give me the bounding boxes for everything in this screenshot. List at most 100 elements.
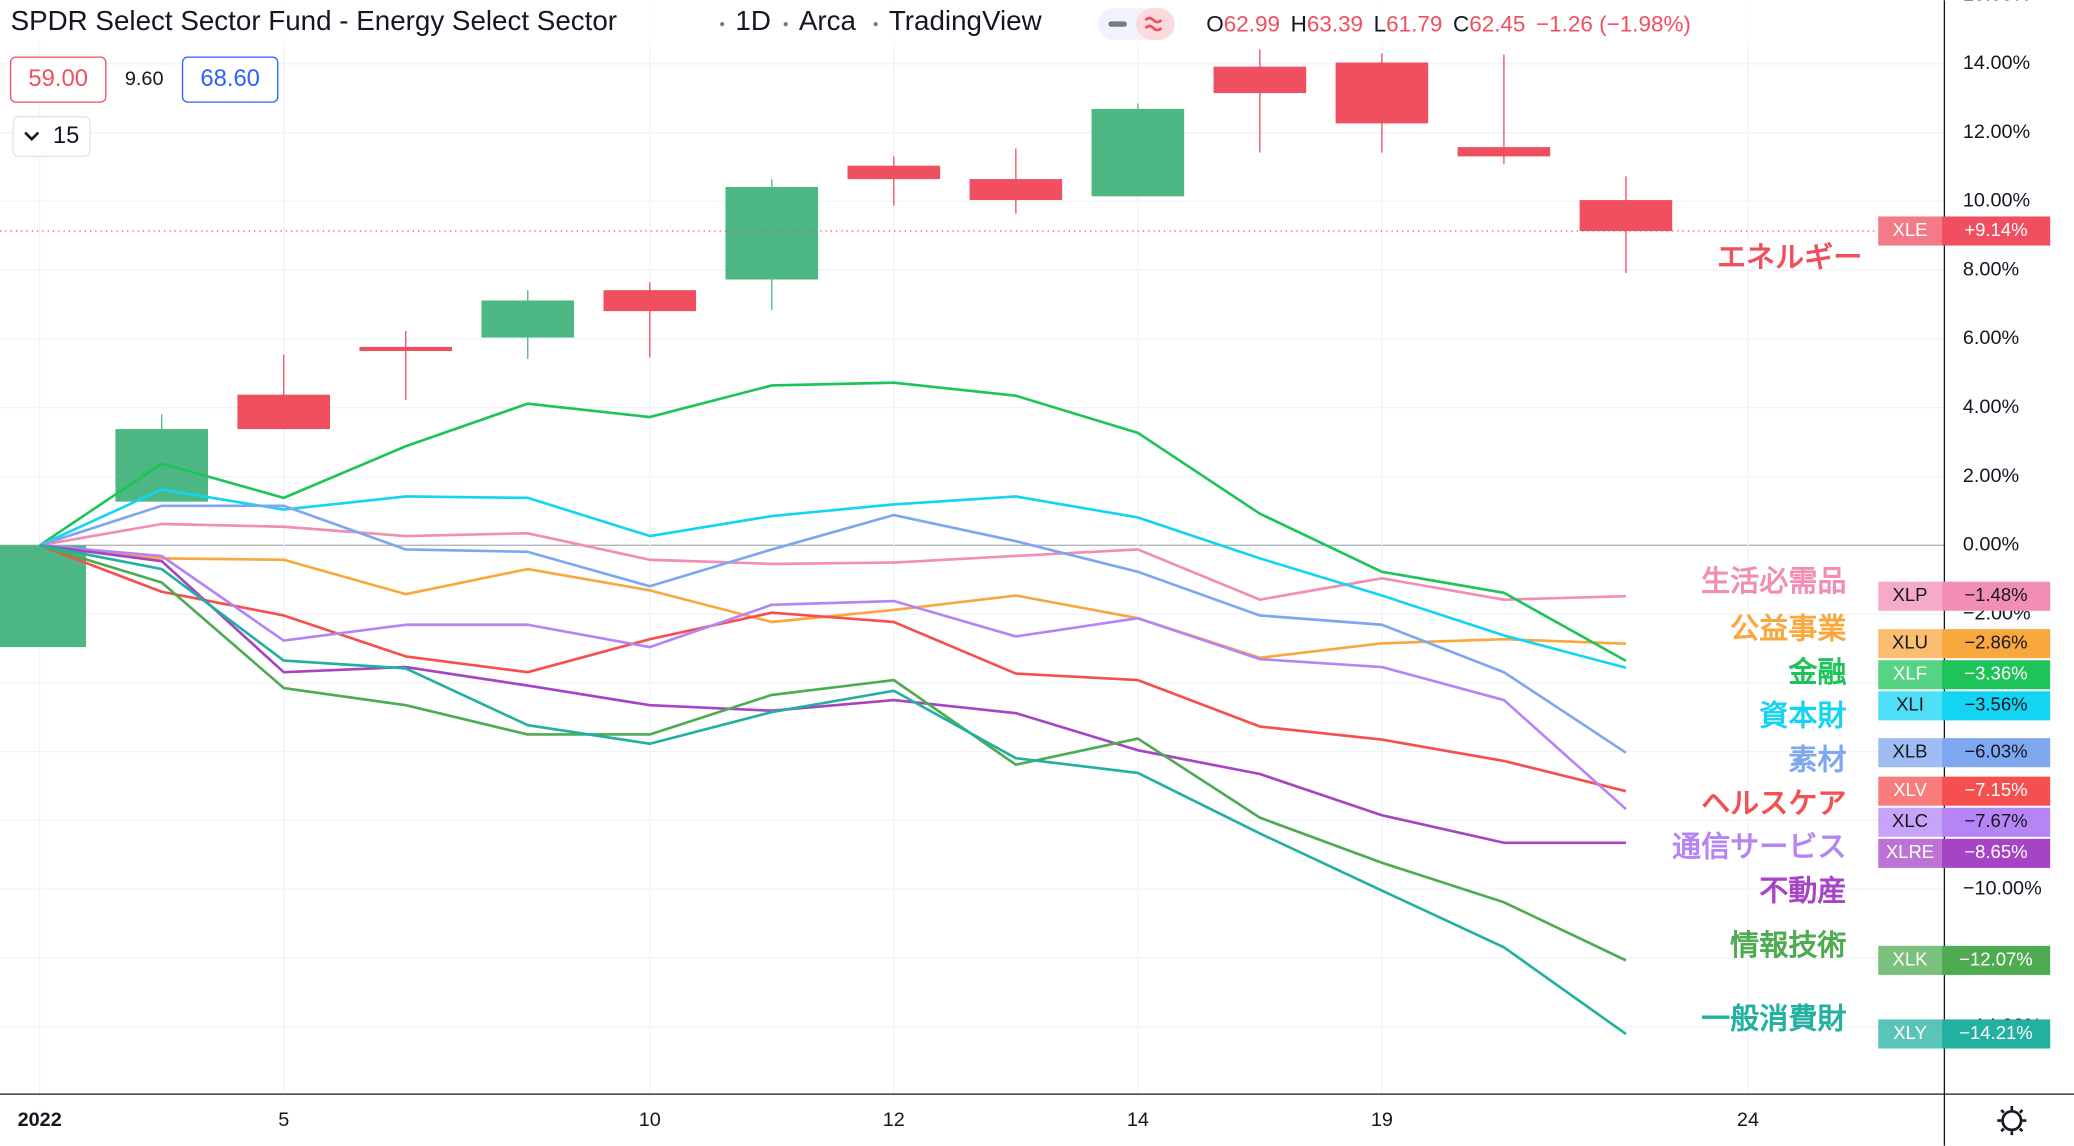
buy-button[interactable]: 68.60 bbox=[181, 56, 279, 103]
y-tick-label: 0.00% bbox=[1963, 534, 2019, 556]
x-tick-label: 2022 bbox=[18, 1109, 62, 1131]
tag-value-bg bbox=[1941, 660, 2051, 690]
price-tag: XLRE −8.65% bbox=[1878, 838, 2051, 868]
separator bbox=[720, 21, 725, 27]
tag-value: +9.14% bbox=[1964, 219, 2027, 240]
interval[interactable]: 1D bbox=[735, 5, 771, 36]
y-tick-label: 12.00% bbox=[1963, 121, 2030, 143]
buy-price[interactable]: 68.60 bbox=[200, 65, 260, 92]
tag-ticker: XLRE bbox=[1886, 841, 1934, 862]
x-tick-label: 10 bbox=[639, 1109, 661, 1131]
y-tick-label: 10.00% bbox=[1963, 190, 2030, 212]
candle-body bbox=[237, 394, 331, 430]
tag-value: −7.67% bbox=[1964, 810, 2027, 831]
tag-ticker-bg bbox=[1878, 945, 1942, 975]
series-line bbox=[39, 544, 1627, 793]
price-tag: XLB −6.03% bbox=[1878, 738, 2051, 768]
tag-ticker: XLU bbox=[1892, 632, 1928, 653]
exchange: Arca bbox=[799, 5, 857, 36]
candle-body bbox=[359, 346, 453, 352]
ohlc-value: 62.45 bbox=[1469, 11, 1525, 36]
price-tag: XLP −1.48% bbox=[1878, 581, 2051, 611]
tag-ticker: XLC bbox=[1892, 810, 1928, 831]
series-line bbox=[39, 488, 1627, 670]
sector-label: 不動産 bbox=[1759, 873, 1846, 907]
series-line bbox=[39, 544, 1627, 1036]
tag-value: −3.36% bbox=[1964, 663, 2027, 684]
tag-value-bg bbox=[1941, 581, 2051, 611]
symbol-title[interactable]: SPDR Select Sector Fund - Energy Select … bbox=[11, 5, 617, 36]
candle-body bbox=[481, 300, 575, 338]
tag-value: −8.65% bbox=[1964, 841, 2027, 862]
ohlc-value: 61.79 bbox=[1386, 11, 1442, 36]
indicators-count[interactable]: 15 bbox=[53, 122, 79, 149]
candle-body bbox=[1457, 147, 1551, 157]
sell-button[interactable]: 59.00 bbox=[9, 56, 107, 103]
ohlc-value: 62.99 bbox=[1224, 11, 1280, 36]
tag-ticker: XLE bbox=[1893, 219, 1928, 240]
grid bbox=[0, 0, 1945, 1095]
ohlc-key: O bbox=[1206, 11, 1223, 36]
price-tag: XLY −14.21% bbox=[1878, 1019, 2051, 1049]
labels: XLE +9.14% エネルギー XLP −1.48% 生活必需品 XLU −2.86% 公益事… bbox=[1672, 216, 2051, 1049]
x-tick-label: 24 bbox=[1737, 1109, 1759, 1131]
spread: 9.60 bbox=[125, 68, 164, 90]
x-tick-label: 12 bbox=[883, 1109, 905, 1131]
sector-label: 金融 bbox=[1787, 655, 1846, 689]
tag-value-bg bbox=[1941, 807, 2051, 837]
separator bbox=[873, 21, 878, 27]
tag-ticker-bg bbox=[1878, 807, 1942, 837]
sector-label: 公益事業 bbox=[1730, 611, 1847, 645]
indicators-toggle[interactable]: 15 bbox=[12, 116, 91, 158]
sector-label: エネルギー bbox=[1717, 240, 1862, 274]
candle-body bbox=[603, 290, 697, 312]
tag-value-bg bbox=[1941, 216, 2051, 246]
tag-ticker-bg bbox=[1878, 216, 1942, 246]
candle-body bbox=[1091, 108, 1185, 197]
series-line bbox=[39, 543, 1627, 811]
candle-body bbox=[969, 179, 1063, 201]
tag-ticker: XLF bbox=[1893, 663, 1927, 684]
plot bbox=[0, 49, 1879, 1036]
tag-ticker-bg bbox=[1878, 660, 1942, 690]
series-line bbox=[39, 522, 1626, 601]
y-tick-label: 6.00% bbox=[1963, 327, 2019, 349]
price-tag: XLU −2.86% bbox=[1878, 629, 2051, 659]
series-line bbox=[39, 544, 1626, 660]
y-tick-label: 14.00% bbox=[1963, 52, 2030, 74]
tag-ticker: XLB bbox=[1893, 741, 1928, 762]
tag-ticker: XLK bbox=[1893, 948, 1929, 969]
tag-value-bg bbox=[1941, 945, 2051, 975]
tag-value-bg bbox=[1941, 838, 2051, 868]
ohlc-values: O62.99 H63.39 L61.79 C62.45 −1.26 (−1.98%) bbox=[1206, 11, 1691, 36]
sector-label: 通信サービス bbox=[1672, 830, 1846, 864]
candle-body bbox=[1335, 62, 1429, 124]
source: TradingView bbox=[889, 5, 1043, 36]
tag-ticker-bg bbox=[1878, 1019, 1942, 1049]
tag-ticker-bg bbox=[1878, 691, 1942, 721]
settings-icon[interactable] bbox=[1997, 1106, 2027, 1136]
change: −1.26 (−1.98%) bbox=[1536, 11, 1691, 36]
price-tag: XLE +9.14% bbox=[1878, 216, 2051, 246]
tag-ticker-bg bbox=[1878, 629, 1942, 659]
tag-ticker: XLP bbox=[1893, 584, 1928, 605]
price-tag: XLI −3.56% bbox=[1878, 691, 2051, 721]
tag-value: −7.15% bbox=[1964, 779, 2027, 800]
sector-label: 一般消費財 bbox=[1701, 1002, 1846, 1036]
y-tick-label: −10.00% bbox=[1963, 877, 2042, 899]
ohlc-key: L bbox=[1374, 11, 1386, 36]
price-tag: XLV −7.15% bbox=[1878, 776, 2051, 806]
candle-body bbox=[725, 186, 819, 280]
tag-ticker-bg bbox=[1878, 838, 1942, 868]
tag-ticker-bg bbox=[1878, 776, 1942, 806]
candle-body bbox=[847, 165, 941, 180]
ohlc-key: C bbox=[1453, 11, 1469, 36]
sell-price[interactable]: 59.00 bbox=[28, 65, 88, 92]
legend-toggle[interactable] bbox=[1097, 8, 1175, 40]
sector-label: 資本財 bbox=[1759, 699, 1846, 733]
series-line bbox=[39, 544, 1626, 845]
y-tick-label: 4.00% bbox=[1963, 396, 2019, 418]
candle-body bbox=[0, 545, 86, 648]
tag-value: −2.86% bbox=[1964, 632, 2027, 653]
tag-ticker: XLI bbox=[1896, 694, 1924, 715]
